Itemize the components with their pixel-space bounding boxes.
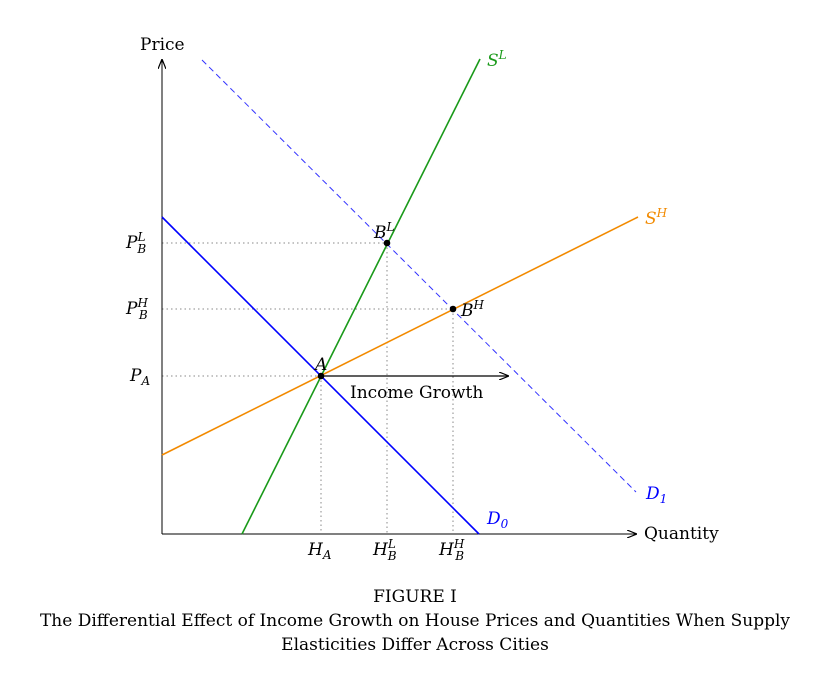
point-bl bbox=[383, 239, 391, 247]
price-tick-pbl: PL B bbox=[125, 230, 146, 256]
supply-high-label: SH bbox=[645, 206, 668, 229]
quantity-tick-hbl: HL B bbox=[372, 537, 397, 563]
price-tick-pa: PA bbox=[129, 366, 150, 388]
demand-curve-d1 bbox=[201, 59, 637, 493]
supply-curve-low bbox=[241, 58, 481, 535]
point-bh bbox=[449, 305, 457, 313]
point-bl-label: BL bbox=[373, 220, 395, 243]
demand-1-label: D1 bbox=[645, 484, 667, 506]
y-axis-label: Price bbox=[140, 35, 185, 55]
caption-line-2: Elasticities Differ Across Cities bbox=[281, 635, 549, 655]
supply-low-label: SL bbox=[487, 48, 507, 71]
point-bh-label: BH bbox=[460, 298, 485, 321]
price-tick-pbh: PH B bbox=[125, 296, 148, 322]
demand-0-label: D0 bbox=[486, 509, 509, 531]
income-growth-label: Income Growth bbox=[350, 383, 483, 403]
caption-line-1: The Differential Effect of Income Growth… bbox=[39, 611, 791, 631]
point-a bbox=[317, 372, 325, 380]
supply-curve-high bbox=[161, 216, 639, 456]
quantity-tick-ha: HA bbox=[307, 540, 332, 562]
x-axis-label: Quantity bbox=[644, 524, 719, 544]
figure-number: FIGURE I bbox=[373, 587, 457, 607]
point-a-label: A bbox=[313, 355, 327, 375]
quantity-tick-hbh: HH B bbox=[438, 537, 465, 563]
